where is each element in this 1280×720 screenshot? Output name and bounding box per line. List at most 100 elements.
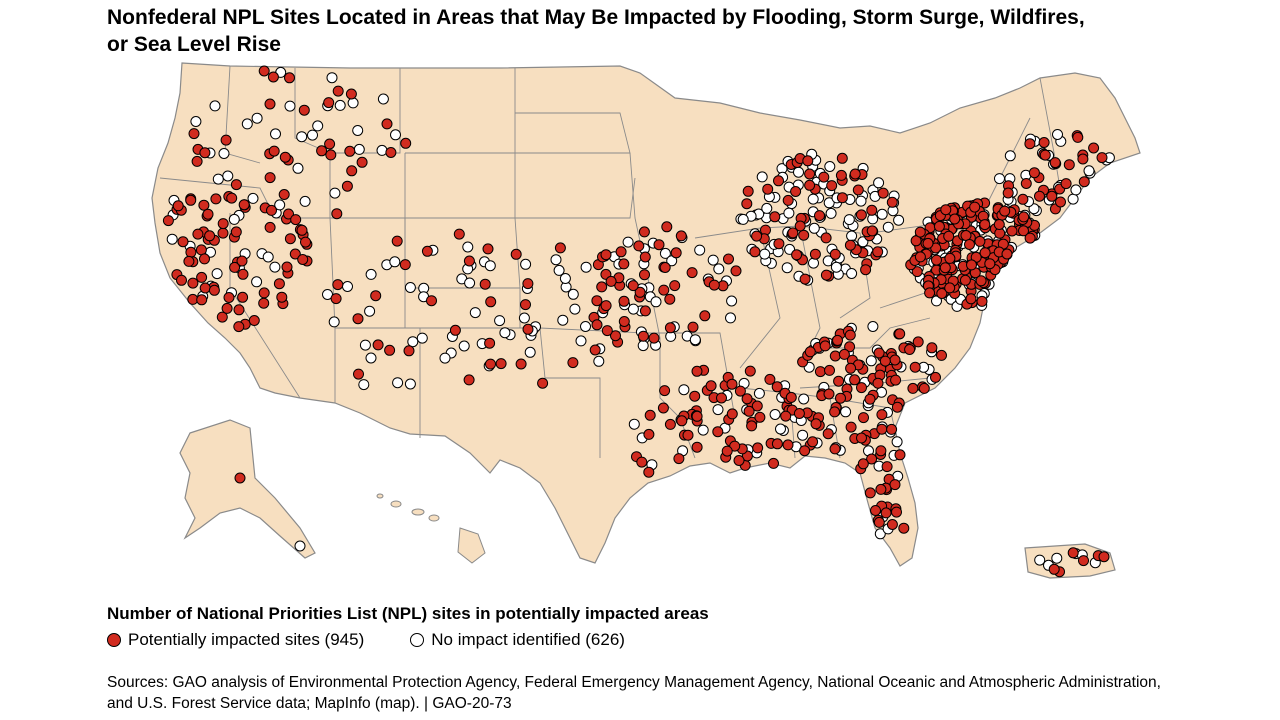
- impacted-site-marker: [705, 380, 717, 392]
- impacted-site-marker: [1096, 152, 1108, 164]
- impacted-site-marker: [914, 226, 926, 238]
- impacted-site-marker: [734, 385, 746, 397]
- impacted-site-marker: [482, 243, 494, 255]
- impacted-site-marker: [914, 251, 926, 263]
- legend-item-impacted: Potentially impacted sites (945): [107, 630, 364, 650]
- not-impacted-site-marker: [580, 321, 591, 332]
- impacted-site-marker: [237, 291, 249, 303]
- impacted-site-marker: [316, 145, 328, 157]
- impacted-site-marker: [341, 180, 353, 192]
- impacted-site-marker: [332, 279, 344, 291]
- impacted-site-marker: [196, 294, 208, 306]
- impacted-site-marker: [1006, 225, 1018, 237]
- impacted-site-marker: [479, 278, 491, 290]
- impacted-site-marker: [290, 214, 302, 226]
- impacted-site-marker: [876, 409, 888, 421]
- impacted-site-marker: [741, 393, 753, 405]
- impacted-site-marker: [1098, 551, 1110, 563]
- impacted-site-marker: [449, 324, 461, 336]
- impacted-site-marker: [959, 274, 971, 286]
- impacted-site-marker: [325, 149, 337, 161]
- not-impacted-site-marker: [294, 540, 306, 552]
- not-impacted-site-marker: [520, 258, 532, 270]
- not-impacted-site-marker: [390, 129, 401, 141]
- impacted-site-marker: [922, 237, 934, 249]
- impacted-site-marker: [278, 189, 290, 200]
- impacted-site-marker: [999, 205, 1011, 217]
- not-impacted-site-marker: [707, 254, 719, 266]
- impacted-site-marker: [826, 180, 838, 192]
- impacted-site-marker: [802, 155, 814, 167]
- impacted-site-marker: [835, 169, 847, 181]
- impacted-site-marker: [829, 350, 841, 362]
- impacted-site-marker: [283, 208, 294, 220]
- npl-site-markers: [162, 65, 1115, 578]
- impacted-site-marker: [822, 428, 834, 440]
- impacted-site-marker: [1017, 193, 1029, 205]
- not-impacted-site-marker: [353, 143, 365, 155]
- impacted-site-marker: [904, 344, 916, 355]
- impacted-site-marker: [426, 295, 437, 307]
- not-impacted-site-marker: [628, 418, 640, 430]
- impacted-site-marker: [889, 479, 901, 491]
- impacted-site-marker: [484, 337, 496, 349]
- impacted-site-marker: [596, 281, 608, 293]
- impacted-site-marker: [856, 382, 867, 394]
- impacted-site-marker: [1028, 167, 1040, 179]
- impacted-site-marker: [331, 208, 343, 220]
- not-impacted-site-marker: [352, 125, 364, 136]
- not-impacted-site-marker: [166, 233, 178, 245]
- impacted-site-marker: [886, 423, 898, 435]
- not-impacted-site-marker: [222, 170, 234, 182]
- impacted-site-marker: [708, 279, 720, 291]
- impacted-site-marker: [966, 259, 977, 271]
- not-impacted-site-marker: [462, 241, 474, 253]
- not-impacted-site-marker: [464, 277, 476, 289]
- not-impacted-site-marker: [364, 305, 376, 317]
- impacted-site-marker: [216, 311, 228, 323]
- not-impacted-site-marker: [876, 208, 888, 220]
- not-impacted-site-marker: [994, 173, 1005, 185]
- impacted-site-marker: [344, 145, 356, 157]
- impacted-site-marker: [886, 519, 898, 530]
- us-map: [100, 58, 1160, 598]
- impacted-site-marker: [819, 340, 831, 352]
- impacted-site-marker: [864, 487, 876, 499]
- impacted-site-marker: [857, 458, 869, 470]
- not-impacted-site-marker: [518, 312, 530, 324]
- impacted-site-marker: [659, 385, 671, 397]
- not-impacted-site-marker: [797, 429, 809, 441]
- not-impacted-site-marker: [404, 378, 416, 390]
- not-impacted-site-marker: [713, 263, 725, 275]
- impacted-site-marker: [372, 339, 384, 351]
- impacted-site-marker: [807, 436, 819, 448]
- impacted-site-marker: [752, 442, 764, 454]
- impacted-site-marker: [463, 255, 475, 267]
- impacted-site-marker: [1002, 187, 1014, 199]
- impacted-site-marker: [838, 348, 850, 360]
- impacted-site-marker: [1024, 232, 1036, 244]
- not-impacted-site-marker: [342, 281, 353, 292]
- impacted-site-marker: [751, 400, 763, 412]
- impacted-site-marker: [258, 287, 270, 299]
- impacted-site-marker: [627, 280, 639, 292]
- impacted-site-marker: [330, 293, 342, 305]
- not-impacted-site-marker: [712, 404, 724, 416]
- impacted-site-marker: [229, 261, 241, 273]
- impacted-site-marker: [615, 246, 627, 258]
- impacted-site-marker: [510, 248, 522, 260]
- impacted-site-marker: [741, 198, 753, 210]
- impacted-site-marker: [176, 274, 187, 286]
- impacted-site-marker: [798, 229, 810, 241]
- impacted-site-marker: [1018, 211, 1030, 223]
- impacted-site-marker: [223, 292, 235, 303]
- impacted-site-marker: [276, 291, 288, 303]
- not-impacted-site-marker: [1083, 165, 1095, 177]
- impacted-site-marker: [188, 128, 200, 140]
- not-impacted-site-marker: [212, 173, 224, 185]
- impacted-site-marker: [743, 405, 755, 417]
- impacted-site-marker: [353, 368, 364, 380]
- not-impacted-site-marker: [867, 321, 879, 332]
- impacted-site-marker: [746, 420, 758, 432]
- impacted-site-marker: [860, 264, 872, 276]
